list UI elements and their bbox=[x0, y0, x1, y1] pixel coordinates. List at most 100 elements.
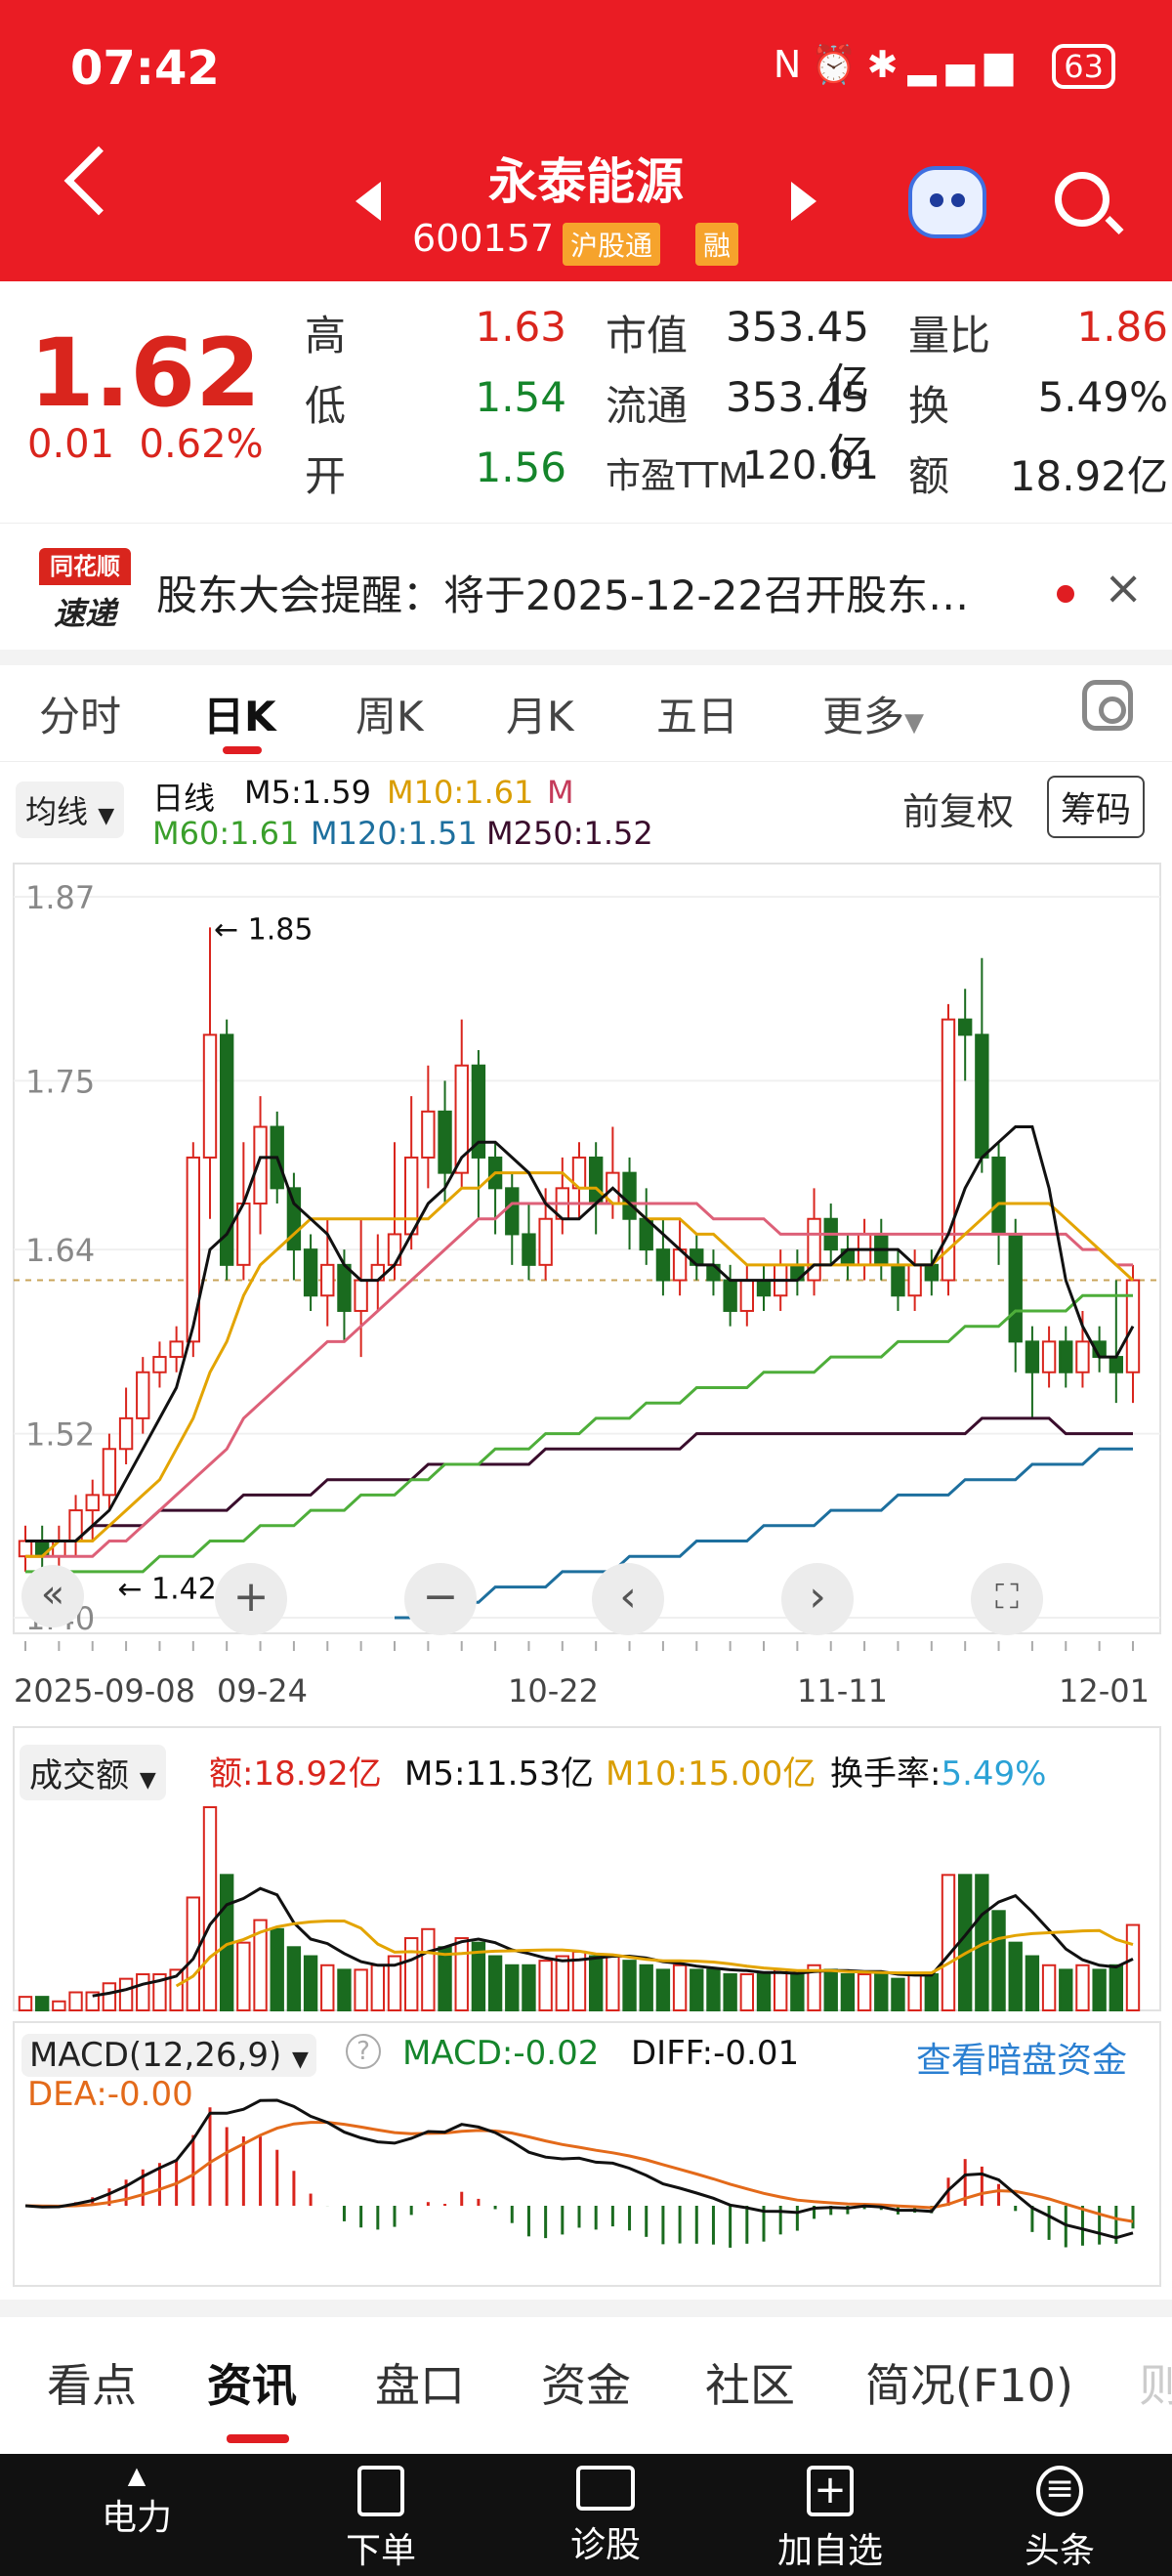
period-tabs: 分时 日K 周K 月K 五日 更多▼ bbox=[0, 664, 1172, 762]
candle-up bbox=[1125, 1279, 1141, 1373]
candle-up bbox=[253, 1125, 268, 1205]
candle-up bbox=[907, 1263, 922, 1297]
dark-pool-link[interactable]: 查看暗盘资金 bbox=[916, 2041, 1128, 2081]
tab-order-book[interactable]: 盘口 bbox=[375, 2359, 465, 2412]
settings-icon[interactable] bbox=[1082, 680, 1133, 731]
volume-bar-up bbox=[370, 1964, 386, 2012]
vr-value: 1.86 bbox=[1076, 303, 1168, 351]
volume-bar-down bbox=[756, 1973, 772, 2011]
news-text[interactable]: 股东大会提醒：将于2025-12-22召开股东… bbox=[156, 571, 970, 619]
pe-value: 120.01 bbox=[742, 443, 879, 488]
rewind-icon[interactable]: « bbox=[21, 1565, 84, 1627]
tab-timeshare[interactable]: 分时 bbox=[39, 693, 122, 740]
tab-news[interactable]: 资讯 bbox=[207, 2359, 297, 2412]
candle-down bbox=[219, 1034, 234, 1266]
scroll-right-button[interactable]: › bbox=[781, 1563, 854, 1635]
divider bbox=[0, 650, 1172, 665]
tab-capital[interactable]: 资金 bbox=[541, 2359, 631, 2412]
volume-bar-up bbox=[421, 1927, 436, 2012]
active-tab-indicator bbox=[223, 746, 262, 754]
volume-frame bbox=[13, 1726, 1161, 2011]
tab-weekly-k[interactable]: 周K bbox=[356, 693, 424, 740]
logo-top: 同花顺 bbox=[39, 548, 131, 585]
change-pct: 0.62% bbox=[139, 422, 264, 467]
volume-bar-down bbox=[588, 1955, 604, 2011]
assistant-robot-icon[interactable] bbox=[908, 166, 986, 238]
volume-bar-down bbox=[891, 1977, 905, 2011]
volume-bar-down bbox=[622, 1960, 637, 2011]
volume-bar-down bbox=[303, 1955, 318, 2011]
volume-bar-up bbox=[186, 1896, 201, 2012]
y-tick-label: 1.75 bbox=[25, 1063, 95, 1100]
low-label: 低 bbox=[305, 382, 347, 430]
volume-bar-down bbox=[1109, 1964, 1124, 2012]
volume-m10: M10:15.00亿 bbox=[606, 1754, 816, 1794]
tab-more[interactable]: 更多▼ bbox=[822, 684, 924, 743]
help-icon[interactable]: ? bbox=[346, 2034, 381, 2069]
nav-watchlist[interactable]: + 加自选 bbox=[772, 2466, 889, 2573]
candle-up bbox=[354, 1279, 368, 1312]
tab-community[interactable]: 社区 bbox=[705, 2359, 795, 2412]
volume-bar-up bbox=[907, 1973, 922, 2011]
tab-monthly-k[interactable]: 月K bbox=[506, 693, 574, 740]
candle-down bbox=[622, 1171, 637, 1220]
nfc-icon: N bbox=[773, 43, 812, 86]
volume-bar-up bbox=[253, 1919, 268, 2011]
mcap-label: 市值 bbox=[606, 312, 689, 359]
nav-order[interactable]: 下单 bbox=[332, 2466, 430, 2573]
volume-bar-down bbox=[823, 1968, 838, 2012]
candle-down bbox=[1008, 1233, 1023, 1343]
float-value: 353.45亿 bbox=[726, 373, 869, 478]
ma-selector[interactable]: 均线 ▼ bbox=[16, 781, 125, 838]
candle-down bbox=[438, 1110, 452, 1174]
alarm-icon: ⏰ bbox=[811, 43, 867, 86]
volume-bar-up bbox=[606, 1955, 620, 2011]
tab-five-day[interactable]: 五日 bbox=[656, 693, 739, 740]
candle-down bbox=[991, 1156, 1006, 1236]
search-icon[interactable] bbox=[1055, 172, 1109, 227]
signal-icon: ▂▄▆ bbox=[907, 43, 1024, 86]
next-stock-icon[interactable] bbox=[791, 182, 816, 221]
ma10-line bbox=[25, 1171, 1135, 1558]
macd-selector[interactable]: MACD(12,26,9) ▼ bbox=[21, 2034, 316, 2077]
macd-value: MACD:-0.02 bbox=[402, 2034, 600, 2073]
volume-bar-down bbox=[840, 1973, 856, 2011]
fullscreen-icon[interactable]: ⛶ bbox=[971, 1563, 1043, 1635]
tab-f10[interactable]: 简况(F10) bbox=[865, 2359, 1073, 2412]
nav-sector[interactable]: ▲ 电力 bbox=[88, 2462, 186, 2540]
bottom-navbar: ▲ 电力 下单 诊股 + 加自选 ≡ 头条 bbox=[0, 2454, 1172, 2576]
volume-bar-down bbox=[34, 1996, 50, 2011]
close-icon[interactable]: × bbox=[1104, 561, 1144, 615]
tab-more[interactable]: 则 bbox=[1139, 2359, 1172, 2412]
candle-down bbox=[1059, 1340, 1073, 1373]
volume-bar-up bbox=[202, 1806, 218, 2011]
volume-bar-down bbox=[874, 1973, 889, 2011]
nav-headlines-label: 头条 bbox=[1024, 2531, 1095, 2571]
chips-button[interactable]: 筹码 bbox=[1047, 776, 1146, 838]
candle-up bbox=[739, 1279, 755, 1312]
chevron-down-icon: ▼ bbox=[98, 804, 115, 828]
turnover-rate-label: 换手率: bbox=[830, 1754, 942, 1794]
volume-bar-down bbox=[655, 1968, 671, 2012]
candle-down bbox=[756, 1279, 772, 1297]
candle-up bbox=[136, 1371, 150, 1419]
volume-bar-down bbox=[286, 1946, 302, 2012]
tab-daily-k[interactable]: 日K bbox=[203, 693, 276, 740]
dea-value: DEA:-0.00 bbox=[27, 2075, 193, 2114]
tab-highlights[interactable]: 看点 bbox=[47, 2359, 137, 2412]
news-banner[interactable]: 同花顺 速递 股东大会提醒：将于2025-12-22召开股东… × bbox=[0, 523, 1172, 650]
nav-headlines[interactable]: ≡ 头条 bbox=[1006, 2466, 1113, 2573]
volume-bar-down bbox=[639, 1964, 653, 2012]
volume-bar-up bbox=[1041, 1964, 1057, 2012]
zoom-out-button[interactable]: − bbox=[404, 1563, 477, 1635]
prev-stock-icon[interactable] bbox=[356, 182, 381, 221]
candle-down bbox=[286, 1187, 302, 1251]
adjust-mode-button[interactable]: 前复权 bbox=[902, 790, 1015, 833]
zoom-in-button[interactable]: + bbox=[215, 1563, 287, 1635]
turnover-rate: 换手率:5.49% bbox=[830, 1747, 1046, 1795]
app-header: 07:42 N⏰✱▂▄▆ 63 永泰能源 600157 沪股通 融 bbox=[0, 0, 1172, 281]
stock-charts[interactable]: 1.871.751.641.521.40← 1.85← 1.422025-09-… bbox=[0, 0, 1172, 2317]
scroll-left-button[interactable]: ‹ bbox=[592, 1563, 664, 1635]
nav-diagnose[interactable]: 诊股 bbox=[557, 2466, 654, 2567]
volume-selector[interactable]: 成交额 ▼ bbox=[20, 1745, 166, 1800]
